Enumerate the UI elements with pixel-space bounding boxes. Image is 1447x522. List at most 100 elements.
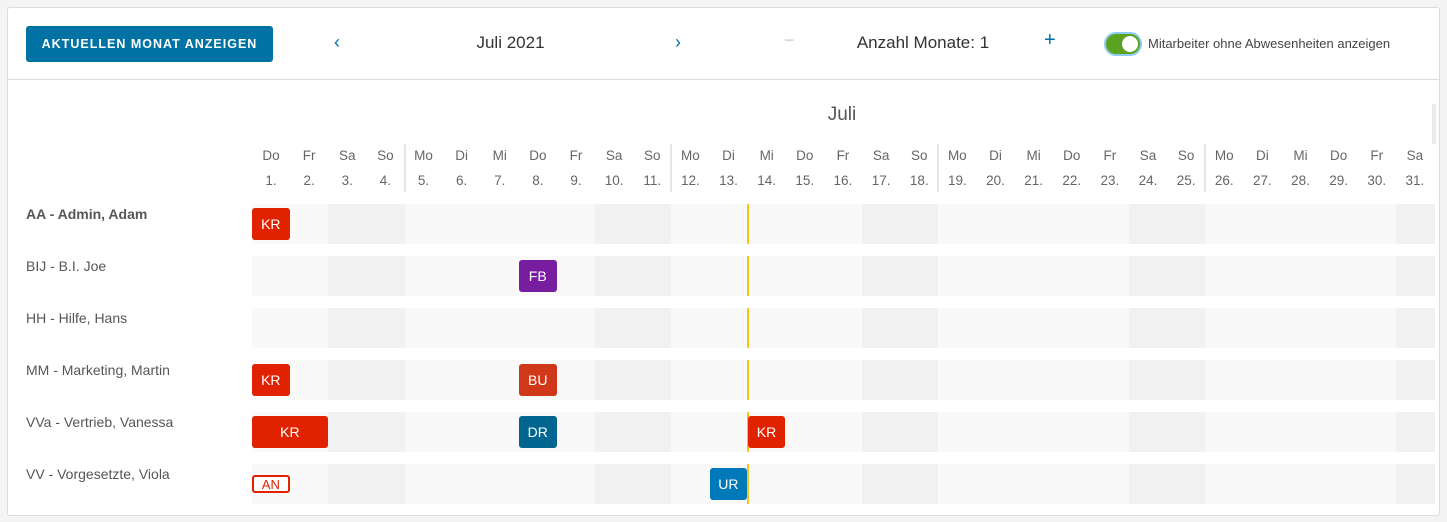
day-cell[interactable] — [862, 360, 901, 400]
day-cell[interactable] — [747, 204, 787, 244]
day-cell[interactable] — [976, 360, 1016, 400]
day-cell[interactable] — [366, 464, 405, 504]
day-cell[interactable] — [1319, 256, 1359, 296]
day-cell[interactable] — [747, 256, 787, 296]
day-cell[interactable] — [1090, 308, 1130, 348]
day-cell[interactable] — [823, 308, 863, 348]
show-current-month-button[interactable]: AKTUELLEN MONAT ANZEIGEN — [26, 26, 273, 62]
day-cell[interactable] — [1243, 256, 1282, 296]
day-cell[interactable] — [595, 412, 634, 452]
day-cell[interactable] — [862, 256, 901, 296]
day-cell[interactable] — [290, 360, 329, 400]
absence-badge-bu[interactable]: BU — [518, 364, 557, 396]
day-cell[interactable] — [442, 412, 482, 452]
day-cell[interactable] — [862, 204, 901, 244]
day-cell[interactable] — [1395, 256, 1435, 296]
day-cell[interactable] — [480, 204, 520, 244]
day-cell[interactable] — [1014, 360, 1054, 400]
day-cell[interactable] — [671, 360, 711, 400]
day-cell[interactable] — [1052, 412, 1092, 452]
day-cell[interactable] — [1128, 464, 1168, 504]
day-cell[interactable] — [290, 256, 329, 296]
day-cell[interactable] — [557, 256, 596, 296]
day-cell[interactable] — [442, 256, 482, 296]
day-cell[interactable] — [1167, 464, 1206, 504]
day-cell[interactable] — [671, 464, 711, 504]
day-cell[interactable] — [1090, 204, 1130, 244]
day-cell[interactable] — [1357, 412, 1397, 452]
day-cell[interactable] — [633, 464, 672, 504]
day-cell[interactable] — [290, 308, 329, 348]
day-cell[interactable] — [557, 360, 596, 400]
day-cell[interactable] — [1319, 412, 1359, 452]
day-cell[interactable] — [633, 412, 672, 452]
day-cell[interactable] — [785, 204, 825, 244]
absence-badge-kr[interactable]: KR — [252, 416, 328, 448]
day-cell[interactable] — [785, 360, 825, 400]
day-cell[interactable] — [633, 360, 672, 400]
day-cell[interactable] — [671, 256, 711, 296]
day-cell[interactable] — [976, 204, 1016, 244]
day-cell[interactable] — [404, 464, 444, 504]
day-cell[interactable] — [1395, 360, 1435, 400]
day-cell[interactable] — [785, 308, 825, 348]
day-cell[interactable] — [480, 412, 520, 452]
day-cell[interactable] — [1357, 308, 1397, 348]
day-cell[interactable] — [671, 412, 711, 452]
day-cell[interactable] — [404, 360, 444, 400]
day-cell[interactable] — [1167, 256, 1206, 296]
day-cell[interactable] — [1243, 464, 1282, 504]
day-cell[interactable] — [633, 204, 672, 244]
day-cell[interactable] — [518, 308, 558, 348]
day-cell[interactable] — [862, 464, 901, 504]
day-cell[interactable] — [404, 412, 444, 452]
absence-badge-kr[interactable]: KR — [252, 208, 290, 240]
day-cell[interactable] — [404, 204, 444, 244]
day-cell[interactable] — [1395, 464, 1435, 504]
day-cell[interactable] — [785, 412, 825, 452]
day-cell[interactable] — [252, 308, 291, 348]
day-cell[interactable] — [1205, 204, 1244, 244]
chevron-left-icon[interactable]: ‹ — [334, 32, 340, 52]
day-cell[interactable] — [480, 464, 520, 504]
day-cell[interactable] — [823, 412, 863, 452]
day-cell[interactable] — [1167, 412, 1206, 452]
day-cell[interactable] — [1128, 308, 1168, 348]
day-cell[interactable] — [1128, 360, 1168, 400]
day-cell[interactable] — [938, 360, 977, 400]
day-cell[interactable] — [633, 256, 672, 296]
day-cell[interactable] — [328, 256, 367, 296]
day-cell[interactable] — [1128, 412, 1168, 452]
day-cell[interactable] — [1243, 412, 1282, 452]
day-cell[interactable] — [1128, 204, 1168, 244]
day-cell[interactable] — [595, 360, 634, 400]
increase-months-button[interactable]: + — [1044, 29, 1056, 51]
day-cell[interactable] — [328, 464, 367, 504]
day-cell[interactable] — [1205, 360, 1244, 400]
day-cell[interactable] — [1205, 256, 1244, 296]
day-cell[interactable] — [404, 308, 444, 348]
day-cell[interactable] — [595, 464, 634, 504]
day-cell[interactable] — [442, 464, 482, 504]
day-cell[interactable] — [671, 308, 711, 348]
day-cell[interactable] — [1281, 256, 1321, 296]
day-cell[interactable] — [785, 464, 825, 504]
day-cell[interactable] — [785, 256, 825, 296]
day-cell[interactable] — [1281, 308, 1321, 348]
day-cell[interactable] — [252, 256, 291, 296]
day-cell[interactable] — [1167, 360, 1206, 400]
absence-badge-an[interactable]: AN — [252, 475, 290, 493]
day-cell[interactable] — [633, 308, 672, 348]
day-cell[interactable] — [900, 412, 939, 452]
day-cell[interactable] — [900, 256, 939, 296]
day-cell[interactable] — [709, 308, 749, 348]
day-cell[interactable] — [1319, 204, 1359, 244]
day-cell[interactable] — [1357, 360, 1397, 400]
day-cell[interactable] — [1319, 308, 1359, 348]
day-cell[interactable] — [404, 256, 444, 296]
day-cell[interactable] — [938, 464, 977, 504]
day-cell[interactable] — [823, 256, 863, 296]
day-cell[interactable] — [747, 360, 787, 400]
day-cell[interactable] — [1167, 204, 1206, 244]
day-cell[interactable] — [328, 360, 367, 400]
